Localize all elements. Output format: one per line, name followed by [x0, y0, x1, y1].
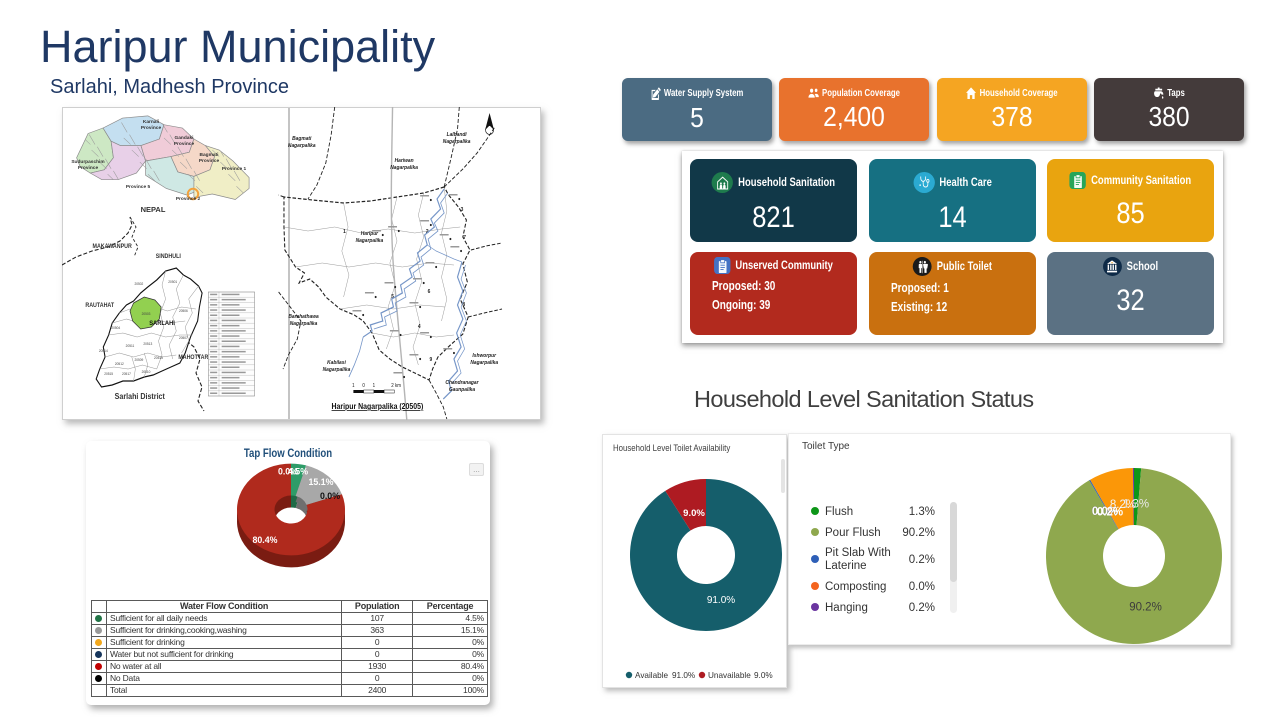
svg-text:Flush: Flush	[825, 506, 853, 518]
svg-text:9.0%: 9.0%	[754, 671, 773, 680]
svg-text:0.0%: 0.0%	[909, 581, 935, 593]
svg-text:Available: Available	[635, 671, 669, 680]
svg-text:SARLAHI: SARLAHI	[149, 320, 175, 327]
svg-text:Chandranagar: Chandranagar	[445, 380, 479, 386]
svg-text:0.2%: 0.2%	[1097, 507, 1123, 519]
svg-text:20501: 20501	[168, 280, 177, 284]
svg-text:20517: 20517	[122, 372, 131, 376]
svg-text:MAKAWANPUR: MAKAWANPUR	[93, 244, 132, 250]
svg-text:8: 8	[462, 302, 465, 308]
svg-text:20513: 20513	[143, 342, 152, 346]
svg-text:0.2%: 0.2%	[909, 602, 935, 614]
svg-text:15.1%: 15.1%	[309, 477, 334, 487]
svg-text:Gandaki: Gandaki	[175, 135, 194, 141]
svg-text:Province: Province	[199, 158, 220, 164]
svg-text:20515: 20515	[154, 356, 163, 360]
svg-text:2: 2	[426, 229, 429, 235]
svg-text:20502: 20502	[134, 282, 143, 286]
svg-text:Composting: Composting	[825, 581, 886, 593]
svg-text:91.0%: 91.0%	[707, 595, 735, 606]
svg-text:20506: 20506	[179, 309, 188, 313]
svg-text:Haripur Nagarpalika (20505): Haripur Nagarpalika (20505)	[332, 402, 424, 412]
svg-text:Nagarpalika: Nagarpalika	[443, 139, 471, 145]
svg-text:90.2%: 90.2%	[1129, 602, 1162, 614]
svg-text:20514: 20514	[99, 349, 108, 353]
svg-text:Province: Province	[78, 165, 99, 171]
svg-text:7: 7	[463, 235, 466, 241]
svg-text:Nagarpalika: Nagarpalika	[290, 321, 318, 327]
svg-text:Pour Flush: Pour Flush	[825, 527, 881, 539]
svg-text:RAUTAHAT: RAUTAHAT	[85, 303, 114, 309]
svg-text:Province: Province	[174, 141, 195, 147]
svg-text:4.5%: 4.5%	[288, 467, 308, 477]
svg-text:Pit Slab With: Pit Slab With	[825, 547, 891, 559]
svg-text:90.2%: 90.2%	[902, 527, 935, 539]
svg-text:0.0%: 0.0%	[320, 491, 340, 501]
svg-text:Sudurpaschim: Sudurpaschim	[71, 159, 104, 165]
svg-text:Karnali: Karnali	[143, 119, 159, 125]
svg-text:91.0%: 91.0%	[672, 671, 695, 680]
svg-text:6: 6	[428, 289, 431, 295]
svg-text:4: 4	[418, 324, 421, 330]
svg-text:Province 1: Province 1	[222, 166, 247, 172]
svg-text:20512: 20512	[115, 362, 124, 366]
svg-text:Bagmati: Bagmati	[200, 152, 219, 158]
svg-text:Gaunpalika: Gaunpalika	[449, 387, 475, 393]
svg-text:0: 0	[362, 383, 365, 389]
svg-text:80.4%: 80.4%	[253, 535, 278, 545]
svg-text:Unavailable: Unavailable	[708, 671, 751, 680]
svg-text:Laterine: Laterine	[825, 560, 867, 572]
svg-text:20503: 20503	[142, 312, 151, 316]
svg-text:Barahathawa: Barahathawa	[288, 314, 318, 320]
svg-text:1: 1	[343, 229, 346, 235]
svg-text:5: 5	[391, 294, 394, 300]
svg-text:20510: 20510	[142, 370, 151, 374]
svg-text:20509: 20509	[134, 358, 143, 362]
svg-text:Hariwan: Hariwan	[395, 158, 414, 164]
svg-text:Sarlahi District: Sarlahi District	[115, 392, 166, 402]
svg-text:NEPAL: NEPAL	[141, 205, 166, 214]
svg-text:Bagmati: Bagmati	[292, 136, 312, 142]
svg-text:1: 1	[352, 383, 355, 389]
svg-text:9: 9	[429, 357, 432, 363]
svg-text:Nagarpalika: Nagarpalika	[288, 143, 316, 149]
svg-text:Hanging: Hanging	[825, 602, 868, 614]
svg-text:Province 5: Province 5	[126, 184, 151, 190]
svg-text:1: 1	[373, 383, 376, 389]
svg-text:Nagarpalika: Nagarpalika	[470, 360, 498, 366]
svg-text:Haripur: Haripur	[361, 231, 379, 237]
svg-text:Nagarpalika: Nagarpalika	[356, 238, 384, 244]
svg-text:0.0%: 0.0%	[278, 467, 298, 477]
svg-text:SINDHULI: SINDHULI	[156, 254, 182, 260]
svg-text:2 km: 2 km	[391, 383, 401, 389]
svg-text:Nagarpalika: Nagarpalika	[323, 367, 351, 373]
svg-text:Lalbandi: Lalbandi	[447, 132, 468, 138]
svg-text:Province: Province	[141, 125, 162, 131]
svg-text:Nagarpalika: Nagarpalika	[390, 165, 418, 171]
svg-text:8.2%: 8.2%	[1110, 499, 1136, 511]
svg-text:3: 3	[461, 207, 464, 213]
svg-text:0.2%: 0.2%	[909, 554, 935, 566]
svg-text:0.0%: 0.0%	[1092, 506, 1118, 518]
svg-text:9.0%: 9.0%	[683, 508, 705, 519]
svg-text:Kabilasi: Kabilasi	[327, 360, 346, 366]
svg-text:1.3%: 1.3%	[1123, 499, 1149, 511]
svg-text:20515: 20515	[104, 372, 113, 376]
svg-text:20507: 20507	[179, 336, 188, 340]
svg-text:1.3%: 1.3%	[909, 506, 935, 518]
svg-text:20504: 20504	[111, 326, 120, 330]
svg-text:MAHOTTARI: MAHOTTARI	[178, 355, 210, 361]
svg-text:Province 2: Province 2	[176, 196, 201, 202]
svg-text:Ishworpur: Ishworpur	[472, 353, 496, 359]
svg-text:20511: 20511	[126, 344, 135, 348]
